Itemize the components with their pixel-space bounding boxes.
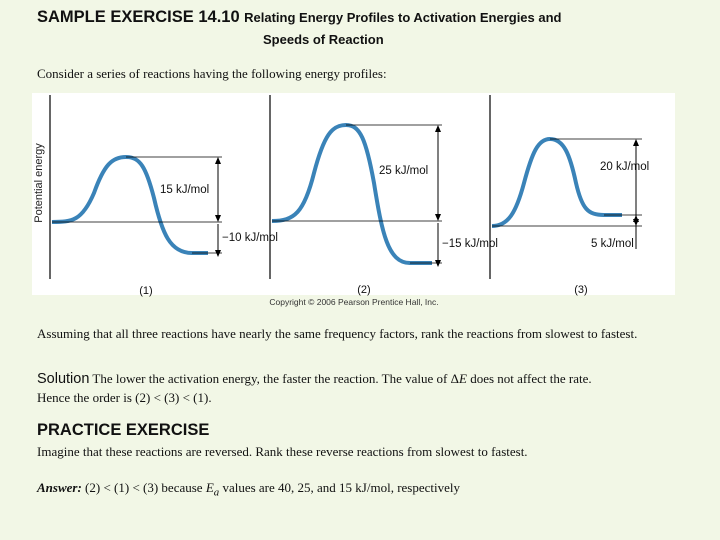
energy-symbol: E (459, 371, 467, 386)
energy-profile-svg: Potential energy 15 kJ/mol −10 kJ/mol (1… (32, 93, 675, 307)
solution-label: Solution (37, 371, 90, 387)
y-axis-label: Potential energy (33, 143, 45, 223)
solution-text-before: The lower the activation energy, the fas… (92, 371, 451, 386)
profile-3-activation-label: 20 kJ/mol (600, 161, 649, 173)
practice-answer: Answer: (2) < (1) < (3) because Ea value… (37, 480, 460, 499)
profile-2-number: (2) (357, 284, 370, 296)
profile-1-de-arrowhead (215, 250, 221, 257)
delta-symbol: Δ (450, 371, 459, 386)
profile-2-de-arrowhead (435, 260, 441, 267)
profile-3: 20 kJ/mol 5 kJ/mol (3) (489, 95, 649, 296)
title-main: SAMPLE EXERCISE 14.10 (37, 8, 240, 26)
solution-order: Hence the order is (2) < (3) < (1). (37, 390, 212, 405)
profile-2: 25 kJ/mol −15 kJ/mol (2) (269, 95, 498, 296)
figure-copyright: Copyright © 2006 Pearson Prentice Hall, … (269, 297, 438, 307)
intro-text: Consider a series of reactions having th… (37, 66, 387, 81)
title-sub-line-2: Speeds of Reaction (263, 32, 384, 47)
profile-1-activation-label: 15 kJ/mol (160, 184, 209, 196)
answer-text-before: (2) < (1) < (3) because (85, 480, 206, 495)
ea-symbol: E (205, 480, 214, 495)
practice-question: Imagine that these reactions are reverse… (37, 444, 528, 459)
profile-3-number: (3) (574, 284, 587, 296)
profile-2-activation-label: 25 kJ/mol (379, 165, 428, 177)
profile-3-ea-arrowhead (633, 139, 639, 146)
practice-heading: PRACTICE EXERCISE (37, 421, 210, 439)
ea-subscript: a (213, 486, 220, 499)
solution-paragraph: Solution The lower the activation energy… (37, 371, 592, 387)
profile-1-number: (1) (139, 285, 152, 297)
profile-3-delta-label: 5 kJ/mol (591, 238, 634, 250)
question-text: Assuming that all three reactions have n… (37, 326, 638, 341)
energy-profile-figure: Potential energy 15 kJ/mol −10 kJ/mol (1… (32, 93, 675, 313)
profile-3-de-arrowhead (633, 215, 639, 222)
answer-label: Answer: (37, 480, 82, 495)
title-sub: Relating Energy Profiles to Activation E… (244, 10, 562, 25)
profile-2-ea-arrowtail (435, 214, 441, 221)
profile-1-ea-arrowtail (215, 215, 221, 222)
exercise-title: SAMPLE EXERCISE 14.10 Relating Energy Pr… (37, 8, 562, 27)
profile-2-delta-label: −15 kJ/mol (442, 238, 498, 250)
profile-1: 15 kJ/mol −10 kJ/mol (1) (49, 95, 278, 297)
profile-1-ea-arrowhead (215, 157, 221, 164)
answer-text-after: values are 40, 25, and 15 kJ/mol, respec… (219, 480, 461, 495)
solution-text-after: does not affect the rate. (466, 371, 592, 386)
profile-2-ea-arrowhead (435, 125, 441, 132)
profile-1-delta-label: −10 kJ/mol (222, 232, 278, 244)
